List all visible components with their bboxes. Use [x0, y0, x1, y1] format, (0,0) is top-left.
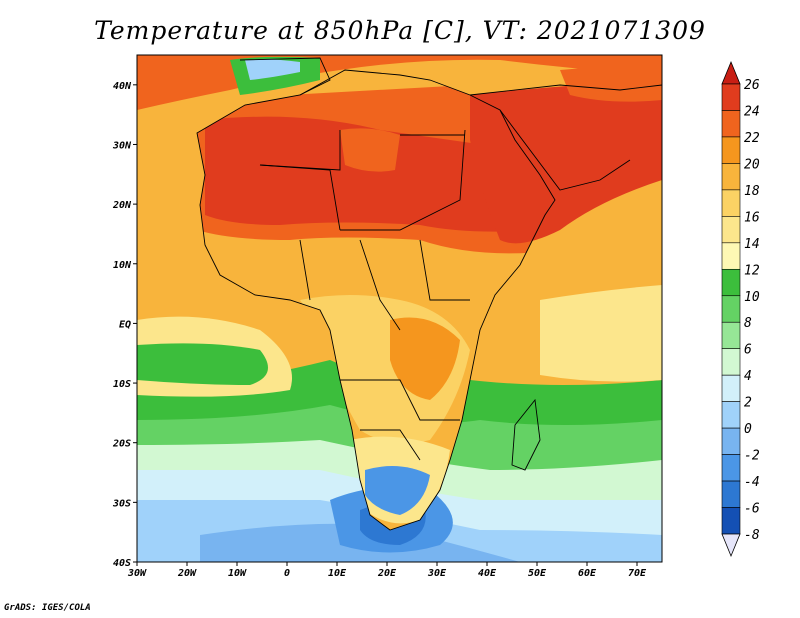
- colorbar-top-arrow: [721, 60, 741, 85]
- map-frame: [136, 54, 663, 563]
- lat-tick-label: EQ: [119, 319, 131, 330]
- colorbar-segment: [721, 374, 741, 402]
- colorbar-label: 2: [744, 396, 752, 411]
- map-title: Temperature at 850hPa [C], VT: 202107130…: [94, 16, 706, 45]
- lon-tick-label: 0: [284, 568, 290, 579]
- lat-tick-label: 20S: [112, 439, 131, 450]
- colorbar-segment: [721, 110, 741, 138]
- colorbar-label: 14: [744, 237, 760, 252]
- colorbar-label: 4: [744, 369, 752, 384]
- lon-tick-label: 70E: [628, 568, 647, 579]
- colorbar-segment: [721, 507, 741, 535]
- lon-tick-label: 10E: [328, 568, 347, 579]
- colorbar-bottom-arrow: [721, 533, 741, 558]
- colorbar-label: 18: [744, 184, 760, 199]
- colorbar-label: 24: [744, 104, 760, 119]
- colorbar-label: 12: [744, 263, 760, 278]
- lon-tick-label: 30W: [127, 568, 147, 579]
- lat-tick-label: 20N: [112, 200, 132, 211]
- colorbar-segment: [721, 348, 741, 376]
- colorbar-segment: [721, 268, 741, 297]
- colorbar-label: -6: [744, 502, 760, 517]
- colorbar-label: 6: [744, 343, 752, 358]
- colorbar-segment: [721, 295, 741, 323]
- colorbar-segment: [721, 189, 741, 217]
- lon-tick-label: 10W: [228, 568, 247, 579]
- colorbar-label: 20: [744, 157, 760, 172]
- latitude-axis: 40N 30N 20N 10N EQ 10S 20S 30S 40S: [112, 81, 137, 569]
- colorbar-segment: [721, 401, 741, 429]
- colorbar-label: 10: [744, 290, 760, 305]
- colorbar-label: 0: [744, 422, 752, 437]
- colorbar-label: -8: [744, 528, 760, 543]
- lon-tick-label: 60E: [578, 568, 597, 579]
- lat-tick-label: 40S: [113, 558, 131, 569]
- lat-tick-label: 10S: [113, 379, 131, 390]
- temperature-field: [137, 55, 662, 562]
- lon-tick-label: 40E: [478, 568, 497, 579]
- colorbar-label: 8: [744, 316, 752, 331]
- lat-tick-label: 40N: [113, 81, 132, 92]
- lat-tick-label: 30N: [112, 140, 132, 151]
- lon-tick-label: 30E: [427, 568, 447, 579]
- lon-tick-label: 50E: [528, 568, 547, 579]
- colorbar-label: 22: [744, 131, 760, 146]
- colorbar-label: 16: [744, 210, 760, 225]
- colorbar-segment: [721, 136, 741, 164]
- lat-tick-label: 30S: [112, 498, 131, 509]
- longitude-axis: 30W 20W 10W 0 10E 20E 30E 40E 50E 60E 70E: [127, 562, 647, 579]
- colorbar-label: -2: [744, 449, 760, 464]
- lon-tick-label: 20W: [177, 568, 197, 579]
- colorbar-segment: [721, 163, 741, 191]
- lon-tick-label: 20E: [377, 568, 397, 579]
- colorbar-segment: [721, 216, 741, 244]
- colorbar-segment: [721, 321, 741, 350]
- colorbar-label: 26: [744, 78, 760, 93]
- grads-credit: GrADS: IGES/COLA: [4, 603, 91, 613]
- colorbar-label: -4: [744, 475, 760, 490]
- colorbar-segment: [721, 454, 741, 482]
- colorbar-segment: [721, 83, 741, 111]
- lat-tick-label: 10N: [113, 260, 132, 271]
- colorbar-segment: [721, 242, 741, 270]
- colorbar-segment: [721, 480, 741, 508]
- colorbar-segment: [721, 427, 741, 455]
